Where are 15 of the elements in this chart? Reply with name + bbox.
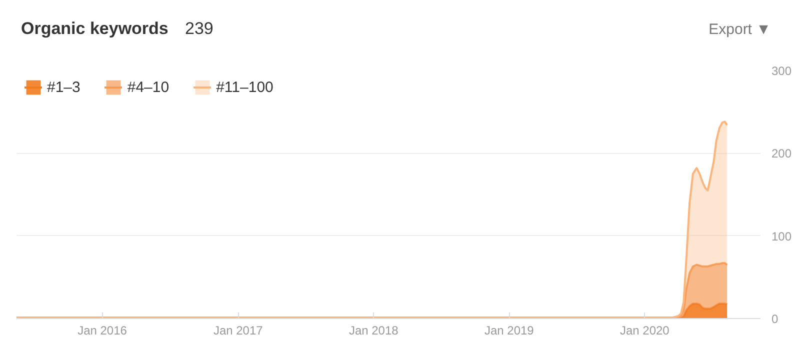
y-tick-label: 100 xyxy=(772,229,792,244)
x-tick-label: Jan 2020 xyxy=(620,324,670,338)
y-tick-label: 300 xyxy=(772,64,792,78)
x-tick-label: Jan 2016 xyxy=(78,324,128,338)
chart-title: Organic keywords xyxy=(21,18,168,40)
chart-subtitle: 239 xyxy=(185,18,214,40)
legend-label: #1–3 xyxy=(47,78,80,96)
x-tick-label: Jan 2018 xyxy=(348,324,399,338)
legend-label: #4–10 xyxy=(127,78,170,96)
y-tick-label: 0 xyxy=(772,312,778,326)
legend-label: #11–100 xyxy=(216,78,274,96)
control-export: Export ▼ xyxy=(708,20,771,40)
y-tick-label: 200 xyxy=(772,146,792,161)
x-tick-label: Jan 2017 xyxy=(213,324,264,338)
x-tick-label: Jan 2019 xyxy=(484,324,534,338)
